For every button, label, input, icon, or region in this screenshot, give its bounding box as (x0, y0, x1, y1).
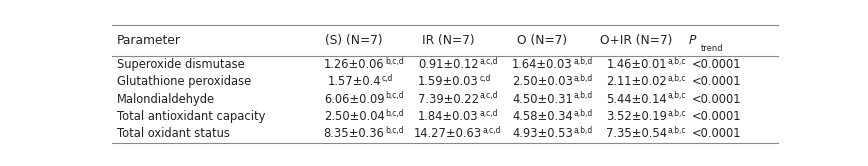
Text: P: P (688, 34, 696, 47)
Text: 2.50±0.03: 2.50±0.03 (512, 75, 573, 88)
Text: 6.06±0.09: 6.06±0.09 (324, 93, 385, 106)
Text: 14.27±0.63: 14.27±0.63 (414, 127, 483, 140)
Text: a,b,c: a,b,c (667, 74, 686, 83)
Text: Total antioxidant capacity: Total antioxidant capacity (116, 110, 265, 123)
Text: a,c,d: a,c,d (479, 109, 497, 118)
Text: a,b,c: a,b,c (667, 91, 686, 100)
Text: Glutathione peroxidase: Glutathione peroxidase (116, 75, 251, 88)
Text: a,c,d: a,c,d (483, 126, 502, 135)
Text: Malondialdehyde: Malondialdehyde (116, 93, 214, 106)
Text: 1.59±0.03: 1.59±0.03 (418, 75, 478, 88)
Text: 1.57±0.4: 1.57±0.4 (327, 75, 381, 88)
Text: 1.84±0.03: 1.84±0.03 (418, 110, 478, 123)
Text: a,b,c: a,b,c (667, 126, 687, 135)
Text: b,c,d: b,c,d (385, 109, 404, 118)
Text: 3.52±0.19: 3.52±0.19 (606, 110, 667, 123)
Text: a,b,c: a,b,c (667, 109, 687, 118)
Text: 1.46±0.01: 1.46±0.01 (607, 58, 667, 71)
Text: b,c,d: b,c,d (385, 91, 404, 100)
Text: 7.39±0.22: 7.39±0.22 (418, 93, 479, 106)
Text: a,b,d: a,b,d (574, 109, 593, 118)
Text: <0.0001: <0.0001 (692, 93, 741, 106)
Text: a,c,d: a,c,d (479, 91, 498, 100)
Text: a,b,d: a,b,d (574, 74, 593, 83)
Text: 5.44±0.14: 5.44±0.14 (606, 93, 667, 106)
Text: 2.50±0.04: 2.50±0.04 (324, 110, 385, 123)
Text: <0.0001: <0.0001 (692, 75, 741, 88)
Text: trend: trend (700, 43, 723, 53)
Text: <0.0001: <0.0001 (692, 127, 741, 140)
Text: (S) (N=7): (S) (N=7) (326, 34, 383, 47)
Text: 8.35±0.36: 8.35±0.36 (324, 127, 385, 140)
Text: a,b,d: a,b,d (574, 57, 593, 66)
Text: O+IR (N=7): O+IR (N=7) (601, 34, 673, 47)
Text: 4.50±0.31: 4.50±0.31 (512, 93, 573, 106)
Text: Parameter: Parameter (116, 34, 181, 47)
Text: <0.0001: <0.0001 (692, 58, 741, 71)
Text: 0.91±0.12: 0.91±0.12 (418, 58, 478, 71)
Text: <0.0001: <0.0001 (692, 110, 741, 123)
Text: 1.26±0.06: 1.26±0.06 (324, 58, 385, 71)
Text: a,c,d: a,c,d (479, 57, 497, 66)
Text: a,b,d: a,b,d (574, 126, 593, 135)
Text: 1.64±0.03: 1.64±0.03 (512, 58, 573, 71)
Text: a,b,d: a,b,d (574, 91, 593, 100)
Text: 7.35±0.54: 7.35±0.54 (606, 127, 667, 140)
Text: Total oxidant status: Total oxidant status (116, 127, 229, 140)
Text: 4.93±0.53: 4.93±0.53 (512, 127, 573, 140)
Text: c,d: c,d (479, 74, 490, 83)
Text: O (N=7): O (N=7) (517, 34, 568, 47)
Text: a,b,c: a,b,c (667, 57, 686, 66)
Text: c,d: c,d (381, 74, 393, 83)
Text: b,c,d: b,c,d (385, 57, 404, 66)
Text: IR (N=7): IR (N=7) (422, 34, 475, 47)
Text: 2.11±0.02: 2.11±0.02 (606, 75, 667, 88)
Text: 4.58±0.34: 4.58±0.34 (512, 110, 573, 123)
Text: b,c,d: b,c,d (385, 126, 404, 135)
Text: Superoxide dismutase: Superoxide dismutase (116, 58, 244, 71)
